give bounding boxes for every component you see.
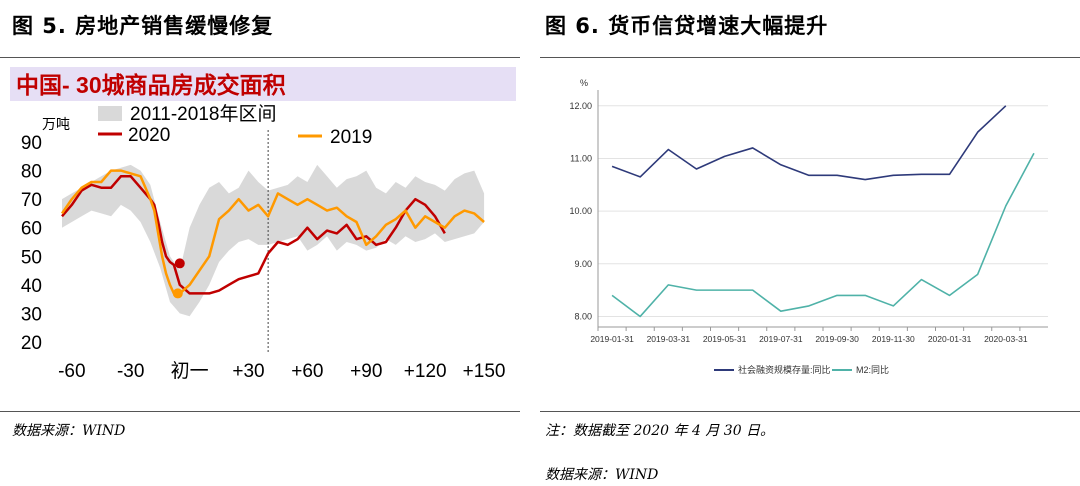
- area-chart: 中国- 30城商品房成交面积 万吨 2011-2018年区间 2020 2019…: [10, 67, 516, 382]
- y-tick-label: 20: [21, 333, 42, 354]
- left-title-divider: [0, 57, 520, 58]
- legend-sfs-label: 社会融资规模存量:同比: [738, 364, 831, 375]
- y-tick-label: 90: [21, 133, 42, 154]
- x-tick-label: +90: [350, 361, 382, 382]
- x-tick-label: 2019-01-31: [590, 334, 634, 344]
- series-line-sfs: [611, 105, 1007, 181]
- x-tick-label: +120: [404, 361, 447, 382]
- right-figure-title: 图 6. 货币信贷增速大幅提升: [545, 14, 829, 38]
- right-title-divider: [540, 57, 1080, 58]
- x-tick-label: 2019-05-31: [703, 334, 747, 344]
- left-source: 数据来源：WIND: [12, 423, 126, 439]
- y-tick-label: 11.00: [570, 153, 592, 163]
- y-unit-label: 万吨: [42, 116, 70, 132]
- y-tick-label: 60: [21, 219, 42, 240]
- x-tick-label: +150: [463, 361, 506, 382]
- y-tick-label: 12.00: [569, 101, 592, 111]
- right-note: 注：数据截至 2020 年 4 月 30 日。: [545, 423, 775, 439]
- x-tick-label: +30: [232, 361, 264, 382]
- series-marker-2019: [172, 288, 183, 299]
- x-tick-label: 2019-07-31: [759, 334, 803, 344]
- legend-2019-label: 2019: [330, 127, 372, 148]
- chart-title: 中国- 30城商品房成交面积: [16, 72, 286, 98]
- range-band: [62, 164, 485, 317]
- legend-band-label: 2011-2018年区间: [130, 103, 276, 125]
- legend-band-swatch: [98, 106, 122, 121]
- x-tick-label: 2020-03-31: [984, 334, 1028, 344]
- series-line-2019: [60, 169, 485, 295]
- y-tick-label: 30: [21, 304, 42, 325]
- y-tick-label: 9.00: [574, 259, 592, 269]
- x-tick-label: 2019-11-30: [872, 334, 915, 344]
- y-unit-label: %: [580, 78, 588, 88]
- x-tick-label: -60: [58, 361, 85, 382]
- left-bottom-divider: [0, 411, 520, 412]
- right-bottom-divider: [540, 411, 1080, 412]
- y-tick-label: 70: [21, 190, 42, 211]
- x-tick-label: 2019-09-30: [815, 334, 859, 344]
- legend-2020-label: 2020: [128, 125, 170, 146]
- x-tick-label: 2019-03-31: [647, 334, 691, 344]
- y-tick-label: 10.00: [569, 206, 592, 216]
- left-figure-title: 图 5. 房地产销售缓慢修复: [12, 14, 274, 38]
- chart-title-bar: [10, 67, 516, 101]
- series-line-2020: [61, 175, 446, 295]
- y-tick-label: 80: [21, 162, 42, 183]
- line-chart: % 8.00 9.00 10.00 11.00 12.00 2019-01-31 2019-…: [569, 78, 1048, 375]
- series-line-m2: [611, 152, 1035, 318]
- x-tick-label: 2020-01-31: [928, 334, 972, 344]
- x-tick-label: 初一: [171, 360, 209, 382]
- right-source: 数据来源：WIND: [545, 467, 659, 483]
- x-tick-label: +60: [291, 361, 323, 382]
- x-tick-label: -30: [117, 361, 144, 382]
- series-marker-2020: [174, 258, 185, 269]
- y-tick-label: 50: [21, 247, 42, 268]
- y-tick-label: 8.00: [574, 311, 592, 321]
- y-tick-label: 40: [21, 276, 42, 297]
- legend-m2-label: M2:同比: [856, 364, 889, 375]
